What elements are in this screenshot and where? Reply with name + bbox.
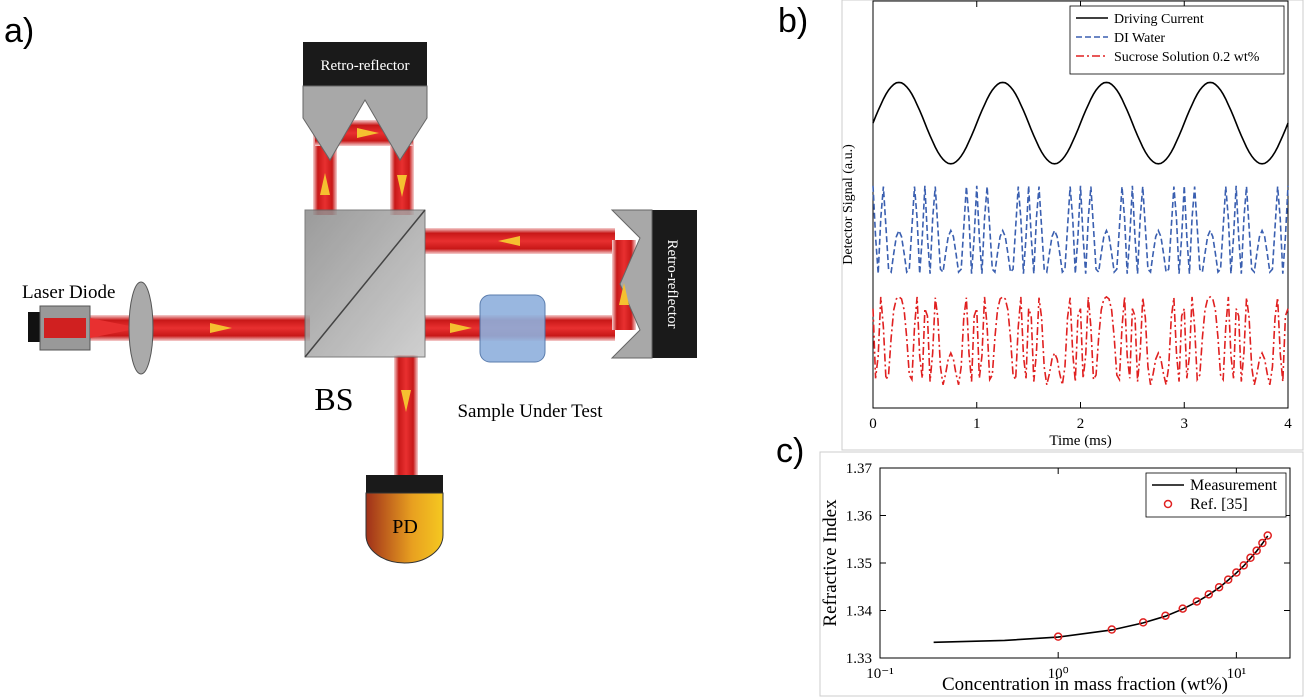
x-tick-label: 4 [1284,416,1292,432]
lens [129,282,153,374]
panel-label: b) [778,2,808,40]
diagram: a) Retro-reflector Retro-reflector [4,12,697,563]
y-tick-label: 1.34 [846,604,873,620]
reflector-label: Retro-reflector [320,58,409,74]
data-point [1264,532,1271,539]
x-tick-label: 10¹ [1227,666,1247,682]
legend-label: Sucrose Solution 0.2 wt% [1114,50,1260,65]
legend-label: Ref. [35] [1190,496,1248,513]
legend-label: Measurement [1190,477,1278,494]
laser-emitter [44,318,86,338]
figure: a) Retro-reflector Retro-reflector [0,0,1304,697]
beam [394,355,418,477]
data-line [934,536,1268,642]
x-tick-label: 2 [1077,416,1085,432]
laser-label: Laser Diode [22,282,115,303]
y-axis-label: Refractive Index [820,499,841,627]
sample-label: Sample Under Test [457,401,603,422]
x-tick-label: 1 [973,416,981,432]
y-axis-label: Detector Signal (a.u.) [841,144,856,265]
detector-window [366,475,443,493]
y-tick-label: 1.36 [846,509,873,525]
sample-cell [480,295,545,362]
legend-label: DI Water [1114,31,1165,46]
detector-label: PD [392,516,418,538]
legend-label: Driving Current [1114,12,1204,27]
x-tick-label: 3 [1181,416,1189,432]
data-line [873,186,1288,274]
reflector-label: Retro-reflector [664,239,680,328]
y-tick-label: 1.33 [846,651,872,667]
x-axis-label: Concentration in mass fraction (wt%) [942,674,1228,695]
x-tick-label: 10⁻¹ [866,666,893,682]
y-tick-label: 1.35 [846,556,872,572]
panel-label: c) [776,432,804,470]
y-tick-label: 1.37 [846,461,873,477]
data-line [873,82,1288,163]
x-tick-label: 0 [869,416,877,432]
panel-label: a) [4,12,34,50]
data-line [873,297,1288,385]
splitter-label: BS [314,381,353,417]
x-axis-label: Time (ms) [1049,433,1111,449]
